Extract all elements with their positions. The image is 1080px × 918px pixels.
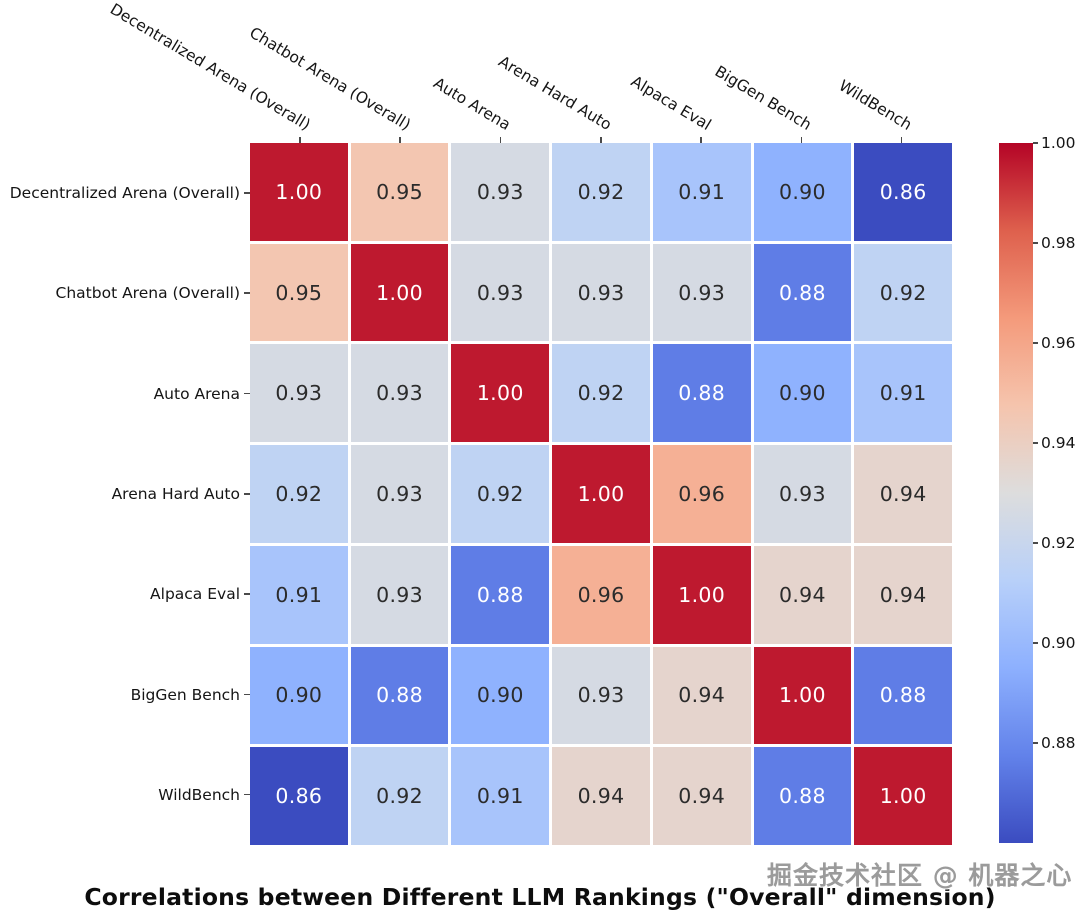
colorbar-tick-label: 0.92 xyxy=(1041,534,1076,552)
colorbar-gradient xyxy=(999,143,1033,843)
heatmap-cell: 0.90 xyxy=(753,344,852,443)
heatmap-cell: 0.88 xyxy=(753,243,852,342)
heatmap-cell: 1.00 xyxy=(350,243,449,342)
chart-title: Correlations between Different LLM Ranki… xyxy=(84,883,996,911)
heatmap-cell: 0.88 xyxy=(350,646,449,745)
heatmap-cell: 0.88 xyxy=(451,545,550,644)
colorbar-tick-mark xyxy=(1033,142,1038,144)
heatmap-cell: 0.86 xyxy=(854,143,952,241)
heatmap-cell: 1.00 xyxy=(250,143,348,241)
column-label: Chatbot Arena (Overall) xyxy=(246,23,414,134)
heatmap-cell: 0.86 xyxy=(250,747,348,845)
column-label: Auto Arena xyxy=(430,74,514,134)
row-label: BigGen Bench xyxy=(130,685,240,704)
colorbar-tick-mark xyxy=(1033,642,1038,644)
heatmap-cell: 1.00 xyxy=(451,344,550,443)
heatmap-cell: 0.92 xyxy=(552,344,650,443)
heatmap-cell: 1.00 xyxy=(652,545,751,644)
row-tick-mark xyxy=(244,192,250,194)
heatmap-cell: 0.94 xyxy=(652,646,751,745)
heatmap-cell: 0.90 xyxy=(451,646,550,745)
heatmap-cell: 0.88 xyxy=(652,344,751,443)
heatmap-cell: 1.00 xyxy=(854,747,952,845)
colorbar-tick-mark xyxy=(1033,442,1038,444)
heatmap-cell: 0.93 xyxy=(350,545,449,644)
heatmap-cell: 0.91 xyxy=(652,143,751,241)
column-label: Decentralized Arena (Overall) xyxy=(106,0,314,134)
heatmap-cell: 1.00 xyxy=(753,646,852,745)
colorbar-tick-label: 0.90 xyxy=(1041,634,1076,652)
colorbar-tick-mark xyxy=(1033,542,1038,544)
column-tick-mark xyxy=(900,137,903,143)
watermark: 掘金技术社区 @ 机器之心 xyxy=(767,861,1073,890)
colorbar-tick-label: 0.96 xyxy=(1041,334,1076,352)
heatmap-cell: 0.93 xyxy=(250,344,348,443)
column-tick-mark xyxy=(700,137,702,143)
heatmap-cell: 0.96 xyxy=(652,445,751,543)
row-label: WildBench xyxy=(158,785,240,804)
heatmap-cell: 0.93 xyxy=(451,243,550,342)
heatmap-cell: 0.93 xyxy=(350,344,449,443)
column-tick-mark xyxy=(600,137,602,143)
row-tick-mark xyxy=(244,493,250,495)
heatmap-cell: 0.90 xyxy=(250,646,348,745)
heatmap-cell: 0.90 xyxy=(753,143,852,241)
heatmap-cell: 0.94 xyxy=(652,747,751,845)
heatmap-cell: 0.91 xyxy=(250,545,348,644)
colorbar-tick-label: 0.88 xyxy=(1041,734,1076,752)
row-label: Chatbot Arena (Overall) xyxy=(55,284,240,303)
heatmap-cell: 0.93 xyxy=(552,243,650,342)
heatmap-cell: 0.91 xyxy=(451,747,550,845)
colorbar-tick-label: 0.94 xyxy=(1041,434,1076,452)
heatmap-grid: 1.00 0.95 0.93 0.92 0.91 0.90 0.86 0.95 1.00 0.93… xyxy=(250,143,952,845)
row-tick-mark xyxy=(244,793,250,796)
heatmap-cell: 0.95 xyxy=(250,243,348,342)
row-label: Auto Arena xyxy=(153,384,240,403)
heatmap-cell: 0.92 xyxy=(350,747,449,845)
row-tick-mark xyxy=(244,392,250,395)
heatmap-cell: 0.93 xyxy=(451,143,550,241)
row-label: Decentralized Arena (Overall) xyxy=(9,184,240,203)
row-label: Alpaca Eval xyxy=(150,585,240,604)
row-tick-mark xyxy=(244,693,250,696)
heatmap-cell: 0.88 xyxy=(753,747,852,845)
heatmap-cell: 0.96 xyxy=(552,545,650,644)
heatmap-cell: 0.94 xyxy=(753,545,852,644)
heatmap-cell: 0.92 xyxy=(854,243,952,342)
heatmap-cell: 0.93 xyxy=(552,646,650,745)
colorbar-tick-label: 0.98 xyxy=(1041,234,1076,252)
column-label: Arena Hard Auto xyxy=(494,52,615,134)
colorbar-tick-mark xyxy=(1033,242,1038,244)
heatmap-cell: 0.94 xyxy=(552,747,650,845)
heatmap-cell: 0.91 xyxy=(854,344,952,443)
heatmap-cell: 0.92 xyxy=(451,445,550,543)
heatmap-cell: 0.93 xyxy=(753,445,852,543)
column-label: WildBench xyxy=(835,76,916,134)
heatmap-cell: 0.92 xyxy=(250,445,348,543)
heatmap-cell: 1.00 xyxy=(552,445,650,543)
column-tick-mark xyxy=(299,137,301,143)
row-tick-mark xyxy=(244,593,250,595)
colorbar-tick-mark xyxy=(1033,742,1038,744)
heatmap-cell: 0.95 xyxy=(350,143,449,241)
heatmap-cell: 0.93 xyxy=(350,445,449,543)
column-tick-mark xyxy=(499,137,502,143)
colorbar-tick-mark xyxy=(1033,342,1038,344)
row-label: Arena Hard Auto xyxy=(111,485,240,503)
column-tick-mark xyxy=(399,137,402,143)
heatmap-cell: 0.92 xyxy=(552,143,650,241)
row-tick-mark xyxy=(244,292,250,295)
heatmap-cell: 0.94 xyxy=(854,445,952,543)
column-tick-mark xyxy=(800,137,803,143)
heatmap-cell: 0.88 xyxy=(854,646,952,745)
column-label: Alpaca Eval xyxy=(628,72,715,134)
column-label: BigGen Bench xyxy=(711,62,815,134)
heatmap-cell: 0.93 xyxy=(652,243,751,342)
heatmap-cell: 0.94 xyxy=(854,545,952,644)
colorbar-tick-label: 1.00 xyxy=(1041,134,1076,152)
